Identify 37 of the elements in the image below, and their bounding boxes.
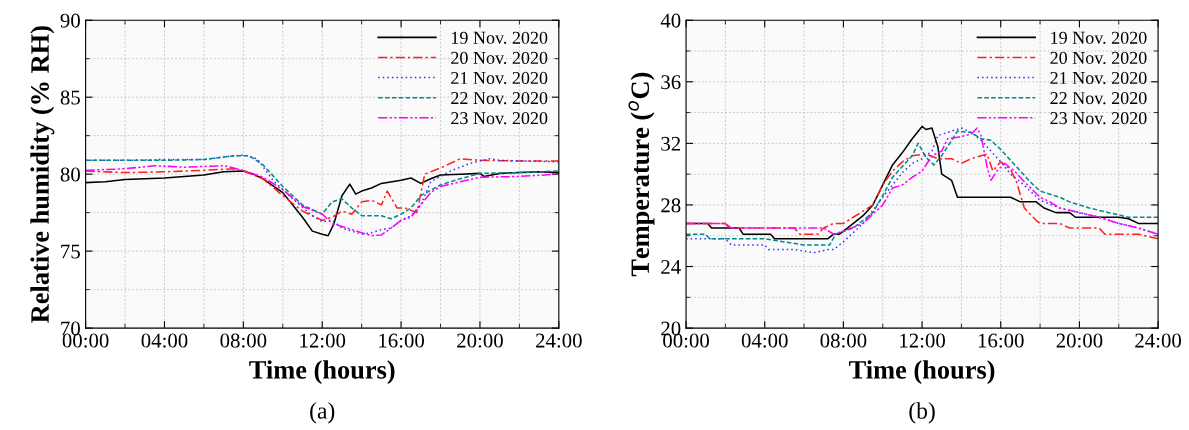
x-tick-label: 08:00 xyxy=(820,333,867,348)
x-tick-label: 04:00 xyxy=(141,333,188,348)
y-tick-label: 36 xyxy=(661,75,681,90)
x-axis-title: Time (hours) xyxy=(249,360,395,385)
x-tick-label: 12:00 xyxy=(300,333,346,348)
x-tick-label: 20:00 xyxy=(1056,333,1103,348)
legend-label: 23 Nov. 2020 xyxy=(451,112,548,125)
y-tick-label: 40 xyxy=(660,13,681,28)
legend-label: 21 Nov. 2020 xyxy=(451,71,548,85)
x-tick-label: 24:00 xyxy=(536,333,582,348)
text: (a) xyxy=(310,402,335,424)
x-tick-label: 08:00 xyxy=(220,333,267,348)
y-tick-label: 85 xyxy=(60,90,80,105)
x-tick-label: 12:00 xyxy=(900,333,945,348)
y-axis-title: Temperature ($^{o}$C) xyxy=(628,72,655,277)
legend-label: 21 Nov. 2020 xyxy=(1050,71,1147,85)
x-tick-label: 24:00 xyxy=(1135,333,1182,348)
y-tick-label: 90 xyxy=(60,13,80,28)
text: (b) xyxy=(909,402,935,424)
y-tick-label: 75 xyxy=(61,244,80,259)
legend-label: 22 Nov. 2020 xyxy=(451,91,548,105)
legend-label: 20 Nov. 2020 xyxy=(451,51,548,65)
y-tick-label: 32 xyxy=(661,136,681,151)
legend-label: 23 Nov. 2020 xyxy=(1050,112,1147,125)
y-tick-label: 28 xyxy=(661,198,681,213)
y-tick-label: 80 xyxy=(60,167,80,182)
x-axis-title: Time (hours) xyxy=(849,360,995,385)
x-tick-label: 16:00 xyxy=(978,333,1024,348)
legend-label: 20 Nov. 2020 xyxy=(1050,51,1147,65)
x-tick-label: 20:00 xyxy=(457,333,503,348)
legend-label: 19 Nov. 2020 xyxy=(1051,31,1147,44)
x-tick-label: 16:00 xyxy=(379,333,425,348)
y-axis-title: Relative humidity (% RH) xyxy=(30,26,55,323)
legend-label: 19 Nov. 2020 xyxy=(451,31,548,44)
y-tick-label: 24 xyxy=(661,259,681,274)
legend-label: 22 Nov. 2020 xyxy=(1050,91,1147,105)
x-tick-label: 04:00 xyxy=(741,333,788,348)
